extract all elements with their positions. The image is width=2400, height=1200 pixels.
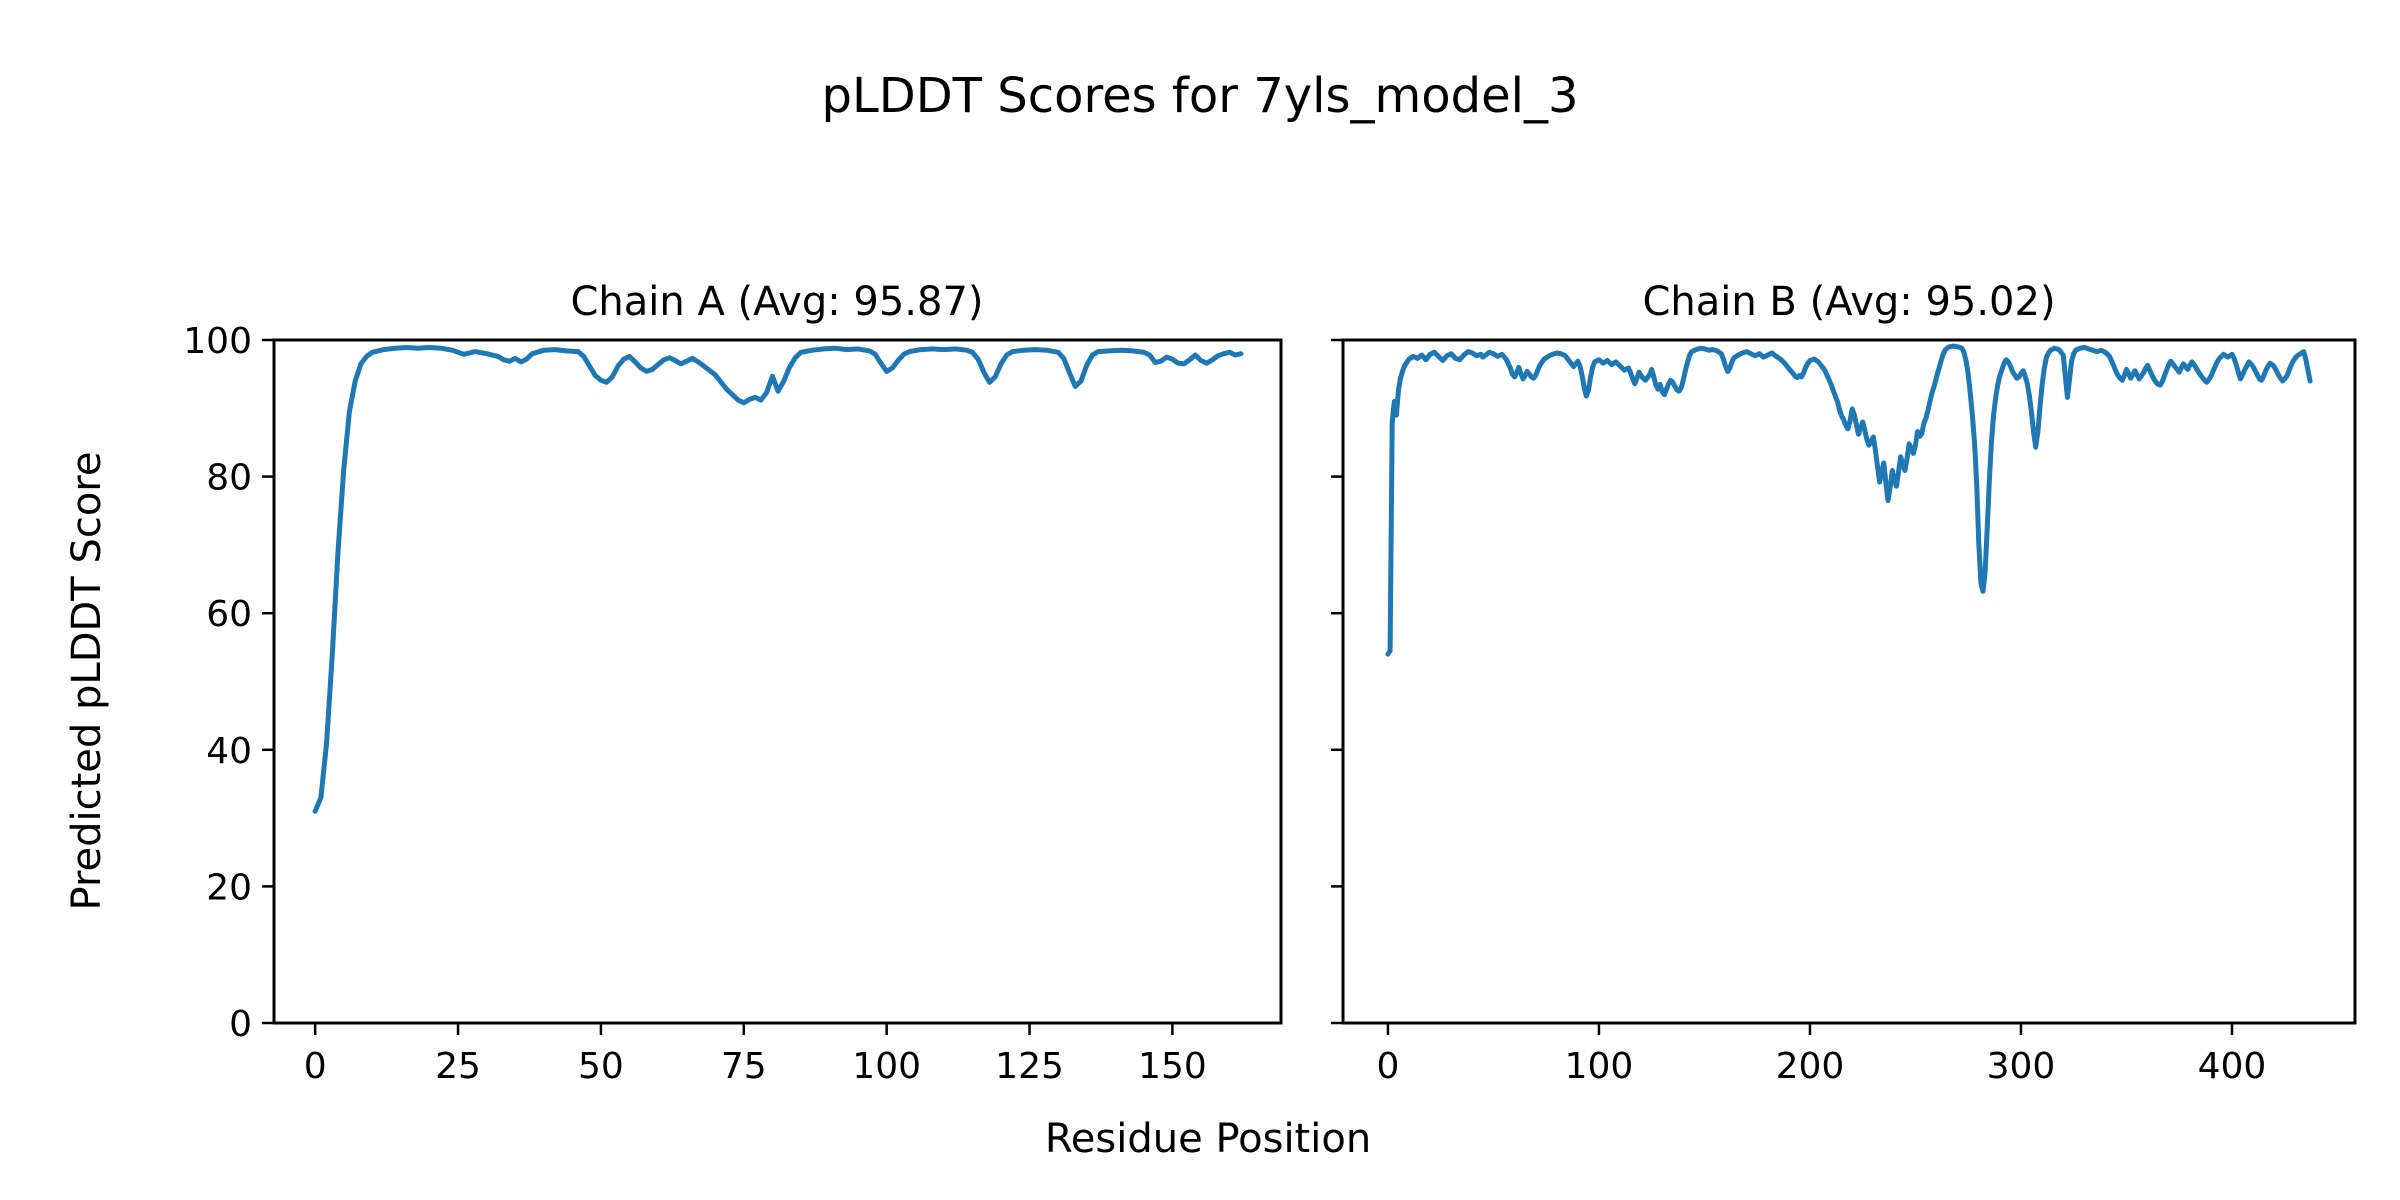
chain-b-title: Chain B (Avg: 95.02) <box>1642 279 2055 325</box>
x-tick-label: 400 <box>2198 1046 2267 1087</box>
x-tick-label: 50 <box>578 1046 624 1087</box>
x-axis-label: Residue Position <box>1045 1116 1371 1162</box>
plddt-line <box>312 345 1244 814</box>
chain-b-subplot: Chain B (Avg: 95.02) 0 100 200 300 400 <box>1331 279 2357 1087</box>
chain-a-subplot: Chain A (Avg: 95.87) 0 25 50 75 100 125 150 0 20… <box>183 279 1283 1087</box>
axes-spines <box>272 338 1283 1025</box>
x-tick-label: 100 <box>852 1046 921 1087</box>
y-axis-label: Predicted pLDDT Score <box>64 452 110 911</box>
x-tick-label: 150 <box>1138 1046 1207 1087</box>
y-tick-label: 60 <box>206 594 252 635</box>
y-tick-label: 40 <box>206 731 252 772</box>
x-tick-label: 100 <box>1565 1046 1634 1087</box>
chain-a-title: Chain A (Avg: 95.87) <box>570 279 983 325</box>
y-tick-label: 20 <box>206 867 252 908</box>
axes-spines <box>1341 338 2357 1025</box>
x-tick-label: 0 <box>1376 1046 1399 1087</box>
y-tick-label: 100 <box>183 321 252 362</box>
x-tick-label: 200 <box>1776 1046 1845 1087</box>
x-tick-label: 75 <box>721 1046 767 1087</box>
y-tick-label: 0 <box>229 1004 252 1045</box>
figure-title: pLDDT Scores for 7yls_model_3 <box>822 68 1579 124</box>
x-tick-label: 300 <box>1987 1046 2056 1087</box>
plddt-line <box>1385 343 2313 657</box>
y-tick-label: 80 <box>206 458 252 499</box>
x-tick-label: 0 <box>304 1046 327 1087</box>
x-tick-label: 25 <box>435 1046 481 1087</box>
x-tick-label: 125 <box>995 1046 1064 1087</box>
